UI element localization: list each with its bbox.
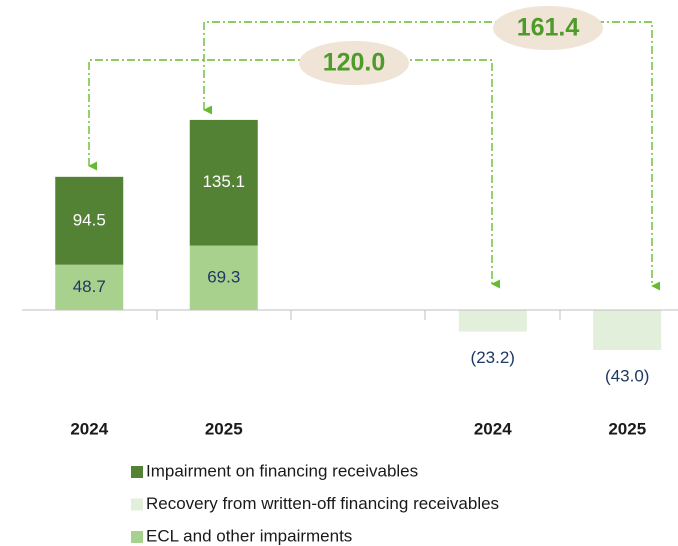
connector bbox=[203, 21, 661, 291]
category-label: 2025 bbox=[608, 419, 646, 438]
category-labels: 2024 2025 2024 2025 bbox=[70, 419, 646, 438]
bar-segment bbox=[593, 310, 662, 350]
connector bbox=[88, 59, 501, 289]
legend-swatch bbox=[131, 466, 143, 478]
legend-label: Impairment on financing receivables bbox=[146, 461, 418, 480]
annotation: 120.0 bbox=[323, 49, 386, 77]
data-label: (23.2) bbox=[471, 348, 515, 367]
data-label: (43.0) bbox=[605, 366, 649, 385]
data-label: 94.5 bbox=[73, 210, 106, 229]
annotation-bubble bbox=[299, 41, 409, 85]
legend-label: ECL and other impairments bbox=[146, 526, 352, 545]
bars: 48.7 94.5 69.3 135.1 (23.2) (43.0) bbox=[55, 119, 662, 385]
category-label: 2024 bbox=[474, 419, 512, 438]
bar-segment bbox=[458, 310, 527, 332]
legend-swatch bbox=[131, 531, 143, 543]
category-label: 2025 bbox=[205, 419, 243, 438]
data-label: 69.3 bbox=[207, 267, 240, 286]
annotation-bubble bbox=[493, 6, 603, 50]
category-separators bbox=[156, 310, 561, 320]
data-label: 135.1 bbox=[202, 172, 245, 191]
category-label: 2024 bbox=[70, 419, 108, 438]
annotation: 161.4 bbox=[517, 14, 580, 42]
legend: Impairment on financing receivables Recov… bbox=[131, 461, 499, 545]
legend-swatch bbox=[131, 498, 143, 511]
legend-label: Recovery from written-off financing rece… bbox=[146, 494, 499, 513]
data-label: 48.7 bbox=[73, 277, 106, 296]
